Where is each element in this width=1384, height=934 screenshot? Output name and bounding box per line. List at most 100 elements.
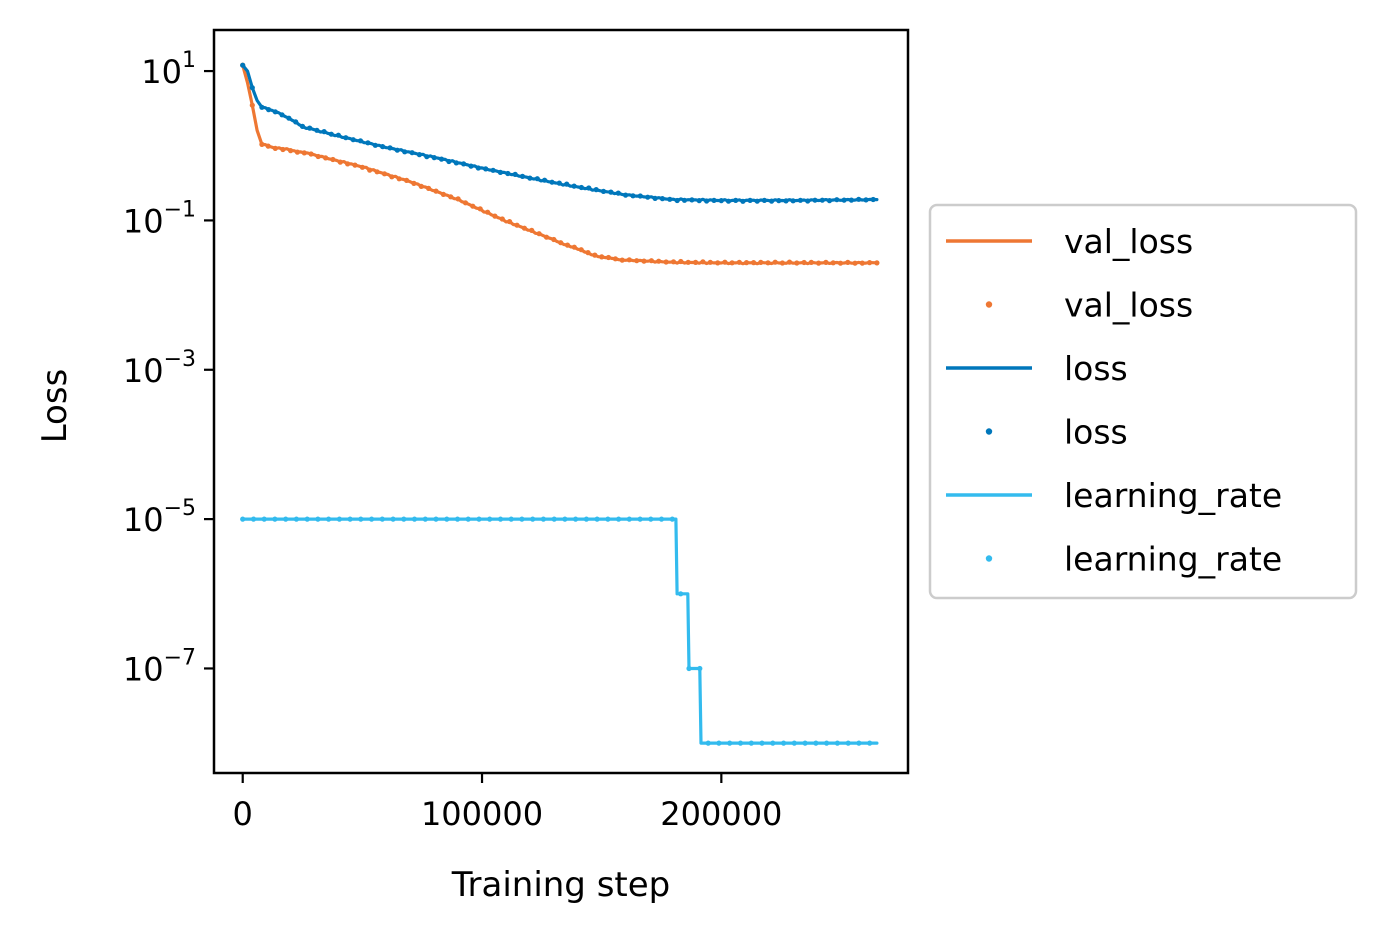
data-point xyxy=(605,516,611,522)
legend-frame xyxy=(928,203,1358,600)
legend-entry-dot-val-loss: val_loss xyxy=(985,286,1193,325)
data-point xyxy=(867,740,873,746)
data-point xyxy=(769,198,775,204)
y-tick-label: 10−1 xyxy=(123,197,196,240)
legend-entry-line-loss: loss xyxy=(946,349,1128,388)
data-point xyxy=(512,171,518,177)
data-point xyxy=(272,145,278,151)
data-point xyxy=(529,227,535,233)
data-point xyxy=(337,159,343,165)
data-point xyxy=(330,156,336,163)
data-point xyxy=(652,195,658,201)
data-point xyxy=(747,197,753,203)
series-layer xyxy=(240,62,880,746)
data-point xyxy=(743,260,750,266)
data-point xyxy=(350,137,356,143)
data-point xyxy=(416,152,422,158)
data-point xyxy=(249,102,255,108)
data-point xyxy=(648,258,655,264)
data-point xyxy=(600,188,607,194)
data-point xyxy=(519,173,526,179)
data-point xyxy=(527,175,533,181)
data-point xyxy=(314,127,320,133)
data-point xyxy=(328,131,334,137)
data-point xyxy=(369,516,375,522)
data-point xyxy=(249,85,255,91)
data-point xyxy=(693,259,699,265)
data-point xyxy=(283,516,289,522)
data-point xyxy=(381,171,388,177)
data-point xyxy=(315,516,321,522)
legend-swatch-dot xyxy=(985,428,993,435)
data-point xyxy=(308,151,314,157)
data-point xyxy=(592,252,598,258)
legend-entry-dot-loss: loss xyxy=(985,413,1128,452)
data-point xyxy=(599,254,605,260)
data-point xyxy=(718,198,724,204)
data-point xyxy=(485,209,491,215)
data-point xyxy=(791,740,797,746)
data-point xyxy=(716,740,722,746)
data-point xyxy=(240,516,246,522)
data-point xyxy=(549,179,555,185)
data-point xyxy=(433,188,439,194)
data-point xyxy=(487,516,493,522)
data-point xyxy=(615,190,621,196)
data-point xyxy=(293,516,299,522)
data-point xyxy=(797,197,804,203)
data-point xyxy=(776,198,782,204)
data-point xyxy=(571,183,577,189)
data-point xyxy=(578,247,584,253)
data-point xyxy=(288,148,294,154)
data-point xyxy=(424,154,430,160)
data-point xyxy=(404,177,410,183)
data-point xyxy=(770,740,776,746)
data-point xyxy=(453,160,459,166)
x-axis-ticks: 0 100000 200000 xyxy=(233,773,782,833)
data-point xyxy=(387,145,393,151)
data-point xyxy=(542,177,548,183)
data-point xyxy=(558,240,564,246)
data-point xyxy=(294,149,300,155)
data-point xyxy=(461,161,467,167)
data-point xyxy=(514,222,520,228)
data-point xyxy=(605,254,612,261)
data-point xyxy=(641,258,647,264)
data-point xyxy=(823,259,829,265)
data-point xyxy=(240,62,246,68)
data-point xyxy=(801,259,807,266)
data-point xyxy=(492,213,498,219)
data-point xyxy=(431,155,437,161)
data-point xyxy=(824,740,830,746)
data-point xyxy=(448,194,454,200)
data-point xyxy=(323,155,329,161)
data-point xyxy=(874,260,880,266)
data-point xyxy=(475,165,481,171)
data-point xyxy=(648,516,654,522)
data-point xyxy=(667,196,673,202)
data-point xyxy=(585,250,591,256)
data-point xyxy=(669,516,675,522)
x-tick-label: 200000 xyxy=(660,795,782,833)
data-point xyxy=(321,129,327,135)
data-point xyxy=(422,516,428,522)
data-point xyxy=(704,198,710,204)
data-point xyxy=(826,198,833,204)
data-point xyxy=(543,234,550,240)
data-point xyxy=(438,156,445,162)
data-point xyxy=(562,516,568,522)
data-point xyxy=(737,740,744,746)
data-point xyxy=(286,115,292,121)
data-point xyxy=(834,740,841,746)
data-point xyxy=(783,198,789,204)
data-point xyxy=(483,166,489,172)
data-point xyxy=(612,256,619,262)
data-point xyxy=(813,740,819,746)
data-point xyxy=(556,180,562,186)
data-point xyxy=(761,197,768,203)
data-point xyxy=(357,138,364,144)
data-point xyxy=(637,516,643,522)
data-point xyxy=(299,123,306,129)
series-line xyxy=(241,517,879,745)
data-point xyxy=(358,516,364,522)
